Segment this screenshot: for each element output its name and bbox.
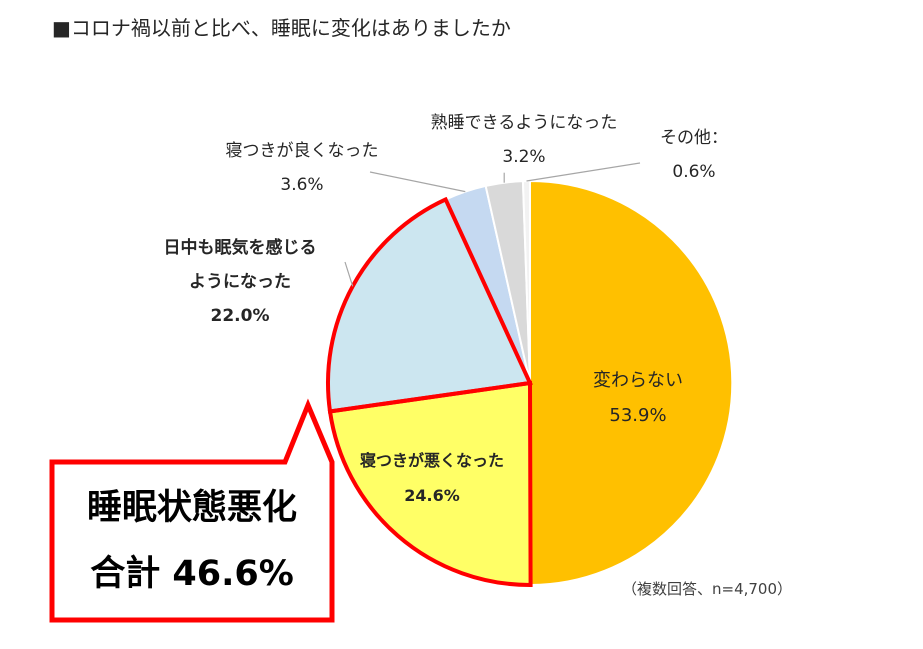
slice-label-2: 日中も眠気を感じる bbox=[164, 237, 317, 258]
highlight-border-1 bbox=[327, 380, 533, 588]
slice-label-2-line-1: ようになった bbox=[189, 272, 291, 292]
callout-text: 睡眠状態悪化 合計 46.6% bbox=[52, 462, 332, 620]
leader-line-2 bbox=[344, 261, 354, 287]
chart-title: ■コロナ禍以前と比べ、睡眠に変化はありましたか bbox=[52, 16, 511, 40]
slice-label-0: 変わらない bbox=[593, 370, 683, 391]
slice-value-2: 22.0% bbox=[211, 306, 270, 326]
slice-value-5: 0.6% bbox=[672, 162, 715, 182]
slice-value-0: 53.9% bbox=[609, 405, 666, 426]
callout-shape bbox=[49, 398, 335, 623]
sample-note: （複数回答、n=4,700） bbox=[622, 580, 793, 598]
pie-slice-0 bbox=[529, 179, 734, 587]
slice-label-1: 寝つきが悪くなった bbox=[360, 451, 504, 470]
callout-line-2: 合計 46.6% bbox=[90, 554, 294, 594]
slice-value-3: 3.6% bbox=[280, 175, 323, 195]
leader-lines bbox=[344, 162, 641, 287]
slice-value-1: 24.6% bbox=[404, 486, 460, 505]
slice-label-5: その他： bbox=[660, 128, 728, 148]
slice-label-4: 熟睡できるようになった bbox=[431, 112, 618, 133]
callout-line-1: 睡眠状態悪化 bbox=[86, 488, 297, 528]
pie-slice-1 bbox=[328, 381, 532, 587]
slice-label-3: 寝つきが良くなった bbox=[226, 140, 379, 161]
leader-line-5 bbox=[526, 162, 641, 182]
callout-box bbox=[49, 398, 335, 623]
slice-value-4: 3.2% bbox=[502, 147, 545, 167]
leader-line-3 bbox=[369, 171, 466, 193]
